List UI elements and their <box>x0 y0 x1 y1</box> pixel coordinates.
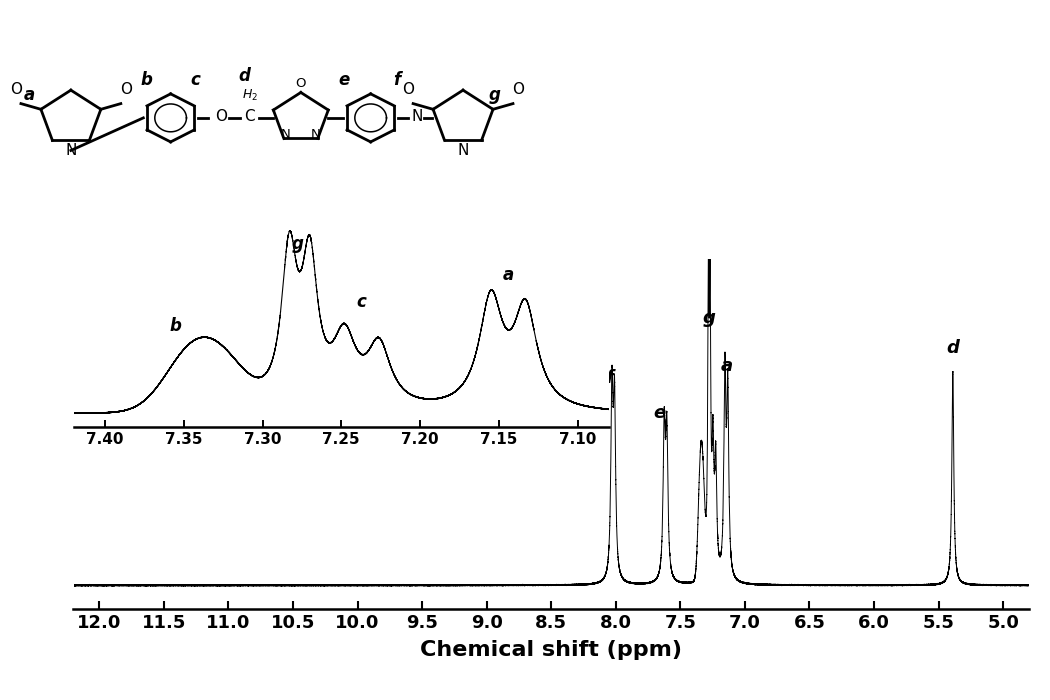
Text: g: g <box>702 309 715 327</box>
Text: b: b <box>140 71 152 89</box>
Text: c: c <box>190 71 201 89</box>
Text: O: O <box>215 109 227 125</box>
Text: a: a <box>23 86 35 104</box>
Text: N: N <box>412 109 422 125</box>
Text: O: O <box>402 82 414 97</box>
Text: f: f <box>605 368 612 386</box>
Text: O: O <box>296 77 307 90</box>
Text: C: C <box>245 109 255 125</box>
Text: O: O <box>9 82 22 97</box>
X-axis label: Chemical shift (ppm): Chemical shift (ppm) <box>420 640 682 660</box>
Text: g: g <box>488 86 501 104</box>
Text: e: e <box>653 404 666 422</box>
Text: N: N <box>65 143 77 158</box>
Text: N: N <box>311 128 320 141</box>
Text: e: e <box>339 71 350 89</box>
Text: f: f <box>394 71 400 89</box>
Text: $H_2$: $H_2$ <box>242 88 258 104</box>
Text: a: a <box>503 266 513 284</box>
Text: a: a <box>720 357 733 374</box>
Text: b: b <box>170 317 182 335</box>
Text: g: g <box>291 234 303 253</box>
Text: d: d <box>238 67 251 85</box>
Text: c: c <box>357 293 366 312</box>
Text: d: d <box>946 339 960 357</box>
Text: N: N <box>281 128 291 141</box>
Text: O: O <box>120 82 132 97</box>
Text: O: O <box>512 82 524 97</box>
Text: N: N <box>458 143 468 158</box>
